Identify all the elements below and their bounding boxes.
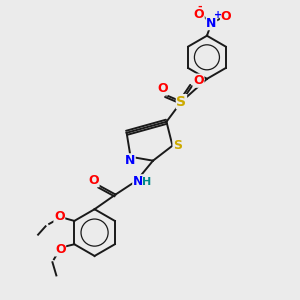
Text: N: N [125, 154, 135, 167]
Text: N: N [133, 175, 143, 188]
Text: -: - [198, 2, 202, 11]
Text: O: O [157, 82, 168, 95]
Text: +: + [214, 10, 222, 20]
Text: H: H [142, 177, 152, 187]
Text: O: O [88, 174, 99, 187]
Text: S: S [173, 139, 182, 152]
Text: O: O [220, 10, 231, 23]
Text: O: O [193, 74, 204, 87]
Text: S: S [176, 95, 187, 109]
Text: O: O [54, 210, 65, 223]
Text: O: O [194, 8, 204, 21]
Text: O: O [55, 243, 66, 256]
Text: N: N [206, 17, 217, 30]
